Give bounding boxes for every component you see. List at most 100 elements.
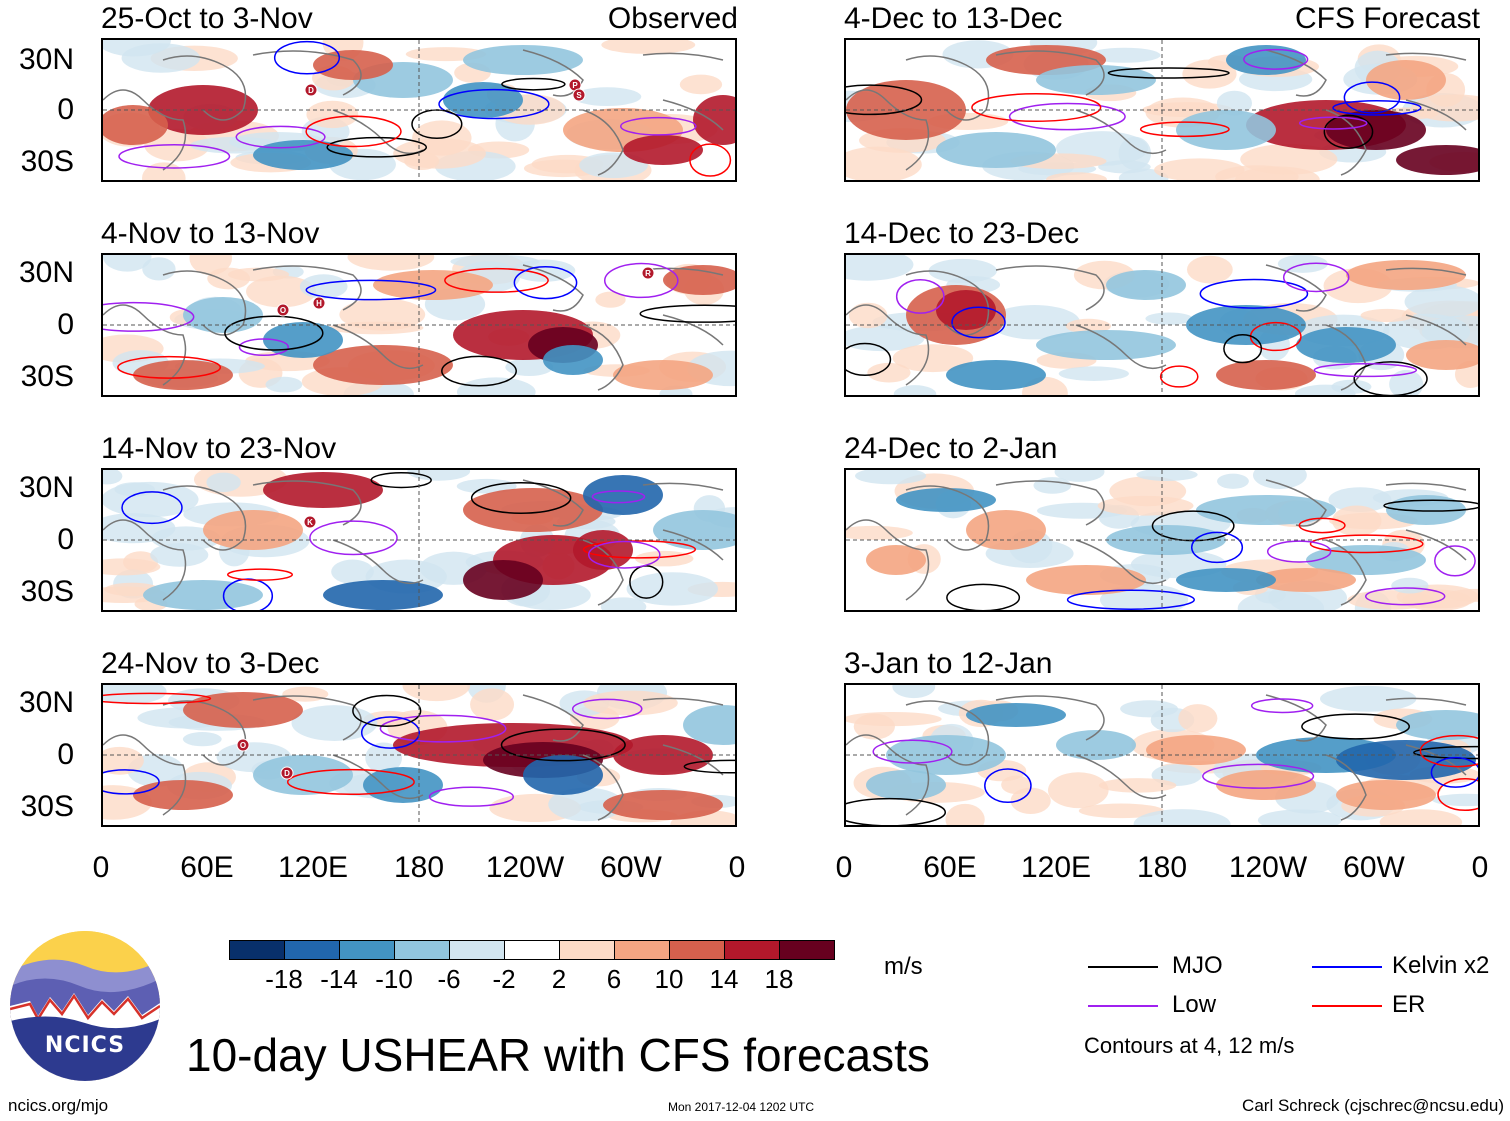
index-contour (1107, 67, 1230, 79)
lon-label: 180 (393, 851, 445, 884)
colorbar-cell (394, 940, 450, 960)
colorbar-cell (559, 940, 615, 960)
lon-label: 0 (1471, 851, 1489, 884)
index-contour (379, 714, 507, 743)
shear-anomaly-blob (1097, 495, 1194, 516)
index-contour (309, 520, 398, 556)
index-contour (1199, 278, 1309, 309)
shear-anomaly-blob (1145, 312, 1193, 325)
shear-map-svg: OD (103, 685, 735, 825)
shear-anomaly-blob (1054, 470, 1105, 482)
lat-label: 0 (57, 523, 74, 556)
shear-anomaly-blob (1133, 809, 1231, 825)
legend-mjo-line (1088, 966, 1158, 968)
shear-anomaly-blob (892, 344, 974, 373)
index-contour (103, 692, 212, 705)
panel-title: 3-Jan to 12-Jan (844, 647, 1053, 680)
shear-anomaly-blob (1253, 470, 1307, 489)
lon-label: 120E (277, 851, 349, 884)
panel-title: 4-Nov to 13-Nov (101, 217, 320, 250)
shear-anomaly-blob (1240, 143, 1338, 175)
map-panel (844, 468, 1480, 612)
storm-marker-label: S (576, 91, 582, 100)
shear-anomaly-blob (846, 325, 925, 352)
shear-anomaly-blob (543, 345, 603, 375)
storm-marker (304, 83, 318, 97)
shear-anomaly-blob (143, 580, 263, 610)
shear-anomaly-blob (1406, 340, 1478, 370)
shear-anomaly-blob (583, 690, 678, 716)
shear-anomaly-blob (866, 545, 926, 575)
index-contour (571, 698, 643, 720)
index-contour (360, 716, 421, 749)
coastline (662, 99, 724, 131)
shear-anomaly-blob (663, 265, 735, 295)
shear-anomaly-blob (463, 45, 583, 75)
shear-anomaly-blob (1306, 545, 1426, 575)
shear-anomaly-blob (1336, 740, 1476, 780)
storm-marker (572, 88, 586, 102)
shear-anomaly-blob (1010, 787, 1051, 814)
coastline (162, 485, 247, 551)
index-contour (1323, 114, 1374, 149)
lat-label: 30N (18, 471, 74, 504)
shear-anomaly-blob (299, 274, 348, 299)
index-contour (951, 306, 1006, 339)
shear-anomaly-blob (601, 40, 696, 54)
colorbar-units: m/s (884, 953, 923, 980)
shear-anomaly-blob (393, 138, 486, 169)
lon-label: 120W (485, 851, 565, 884)
shear-anomaly-blob (133, 360, 233, 390)
lat-label: 0 (57, 93, 74, 126)
index-contour (227, 568, 293, 581)
lon-label: 60W (1343, 851, 1405, 884)
footer-url[interactable]: ncics.org/mjo (8, 1096, 109, 1115)
map-panel (844, 683, 1480, 827)
storm-marker (312, 296, 326, 310)
panel-title: 24-Nov to 3-Dec (101, 647, 320, 680)
lat-label: 30N (18, 256, 74, 289)
shear-anomaly-blob (966, 510, 1046, 550)
shear-map-svg (846, 470, 1478, 610)
lat-label: 30S (20, 145, 74, 178)
shear-anomaly-blob (263, 472, 383, 508)
shear-anomaly-blob (1146, 735, 1246, 765)
shear-anomaly-blob (363, 767, 443, 803)
index-contour (683, 759, 735, 774)
coastline (846, 89, 930, 171)
index-contour (1159, 365, 1199, 388)
coastline (162, 700, 247, 766)
shear-anomaly-blob (1216, 360, 1316, 390)
coastline (522, 479, 584, 527)
ncics-logo: NCICS (10, 931, 160, 1081)
shear-anomaly-blob (253, 140, 353, 170)
index-contour (224, 315, 324, 351)
coastline (846, 304, 930, 386)
panel-tag-forecast: CFS Forecast (1294, 2, 1480, 35)
coastline (642, 482, 724, 491)
lat-label: 30N (18, 686, 74, 719)
contours-note: Contours at 4, 12 m/s (1084, 1033, 1295, 1058)
shear-map-svg (846, 255, 1478, 395)
index-contour (1282, 262, 1350, 293)
colorbar-tick-label: 6 (606, 964, 622, 994)
index-contour (411, 109, 463, 140)
panel-title: 4-Dec to 13-Dec (844, 2, 1063, 35)
storm-marker (280, 766, 294, 780)
shear-anomaly-blob (936, 132, 1056, 168)
coastline (252, 50, 362, 96)
coastline (252, 480, 362, 526)
index-contour (273, 40, 341, 75)
logo-text: NCICS (44, 1033, 126, 1058)
index-contour (1353, 361, 1428, 395)
coastline (582, 324, 624, 391)
coastline (846, 734, 930, 816)
index-contour (603, 262, 679, 299)
index-contour (117, 355, 222, 379)
shear-anomaly-blob (1332, 505, 1382, 537)
shear-anomaly-blob (246, 275, 317, 308)
shear-anomaly-blob (603, 790, 723, 820)
shear-anomaly-blob (1106, 270, 1186, 300)
shear-anomaly-blob (1226, 45, 1306, 75)
shear-anomaly-blob (505, 358, 554, 377)
